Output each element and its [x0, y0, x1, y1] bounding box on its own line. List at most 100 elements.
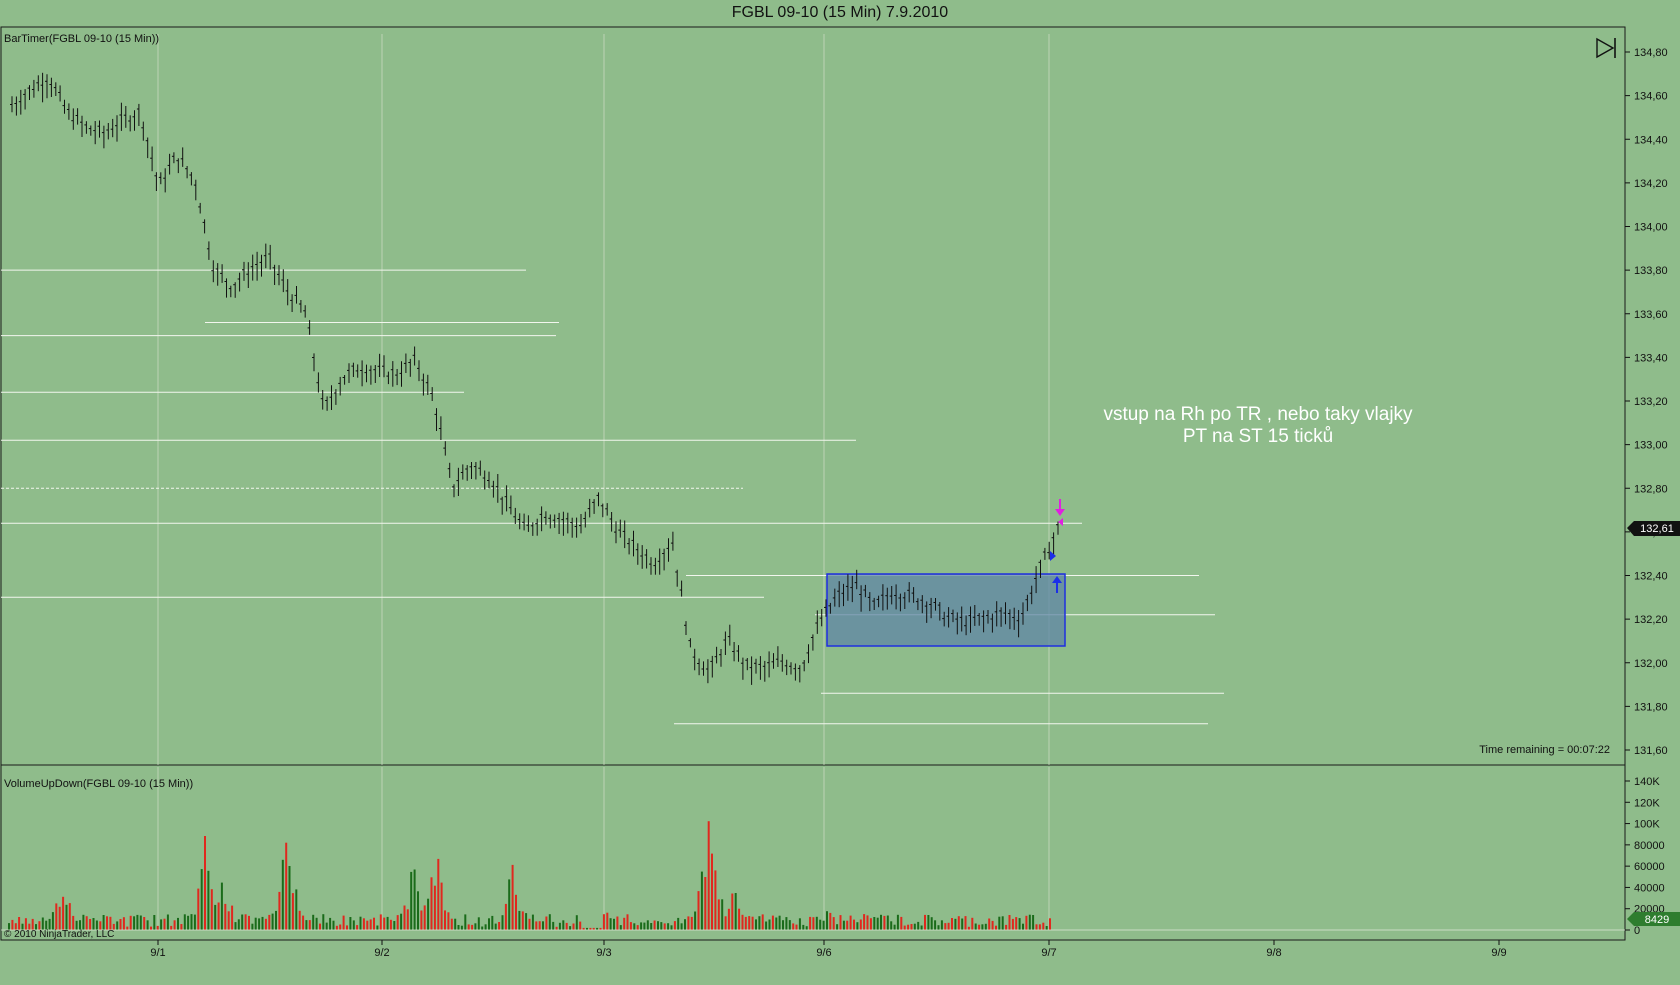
volume-bar-88: [305, 920, 308, 930]
volume-bar-187: [640, 922, 643, 930]
volume-bar-204: [697, 891, 700, 930]
volume-bar-126: [433, 885, 436, 930]
volume-bar-39: [139, 915, 142, 930]
volume-bar-217: [741, 914, 744, 930]
annotation-line-2: PT na ST 15 ticků: [1183, 426, 1333, 447]
time-remaining: Time remaining = 00:07:22: [1479, 744, 1610, 756]
volume-bar-150: [515, 894, 517, 930]
volume-bar-148: [508, 879, 511, 930]
volume-bar-29: [106, 916, 108, 930]
volume-bar-186: [636, 925, 639, 930]
volume-bar-110: [379, 914, 382, 930]
volume-bars: [1, 821, 1625, 931]
price-tick-label-4: 134,00: [1634, 222, 1668, 234]
volume-bar-10: [41, 917, 44, 930]
volume-bar-245: [836, 924, 839, 930]
volume-bar-230: [785, 917, 788, 930]
price-tick-label-7: 133,40: [1634, 352, 1668, 364]
volume-bar-36: [129, 915, 132, 930]
volume-bar-179: [613, 918, 615, 930]
volume-bar-28: [102, 915, 105, 930]
volume-bar-18: [68, 903, 71, 930]
volume-bar-202: [690, 916, 693, 930]
volume-bar-265: [903, 925, 906, 930]
price-tick-label-15: 131,80: [1634, 701, 1668, 713]
volume-bar-156: [535, 921, 538, 930]
volume-bar-99: [342, 915, 345, 930]
volume-bar-281: [957, 916, 960, 930]
volume-bar-30: [109, 916, 112, 930]
volume-bar-34: [122, 917, 125, 930]
volume-bar-78: [271, 913, 274, 930]
volume-bar-297: [1011, 918, 1014, 930]
volume-bar-219: [748, 916, 751, 930]
volume-bar-192: [657, 921, 659, 930]
volume-bar-152: [521, 911, 524, 930]
volume-bar-286: [974, 923, 977, 930]
volume-bar-215: [734, 893, 737, 930]
volume-bar-240: [819, 919, 822, 930]
volume-bar-274: [934, 920, 937, 930]
time-axis: 9/1 9/2 9/3 9/6 9/7 9/8 9/9: [150, 940, 1507, 959]
volume-bar-224: [765, 921, 768, 930]
volume-bar-82: [285, 842, 288, 930]
volume-bar-41: [146, 920, 149, 930]
volume-bar-305: [1038, 924, 1041, 930]
volume-bar-232: [792, 923, 795, 930]
volume-bar-17: [65, 904, 68, 930]
volume-bar-208: [711, 853, 713, 930]
volume-bar-296: [1008, 915, 1011, 930]
volume-panel-frame: [0, 764, 1626, 941]
volume-bar-197: [673, 921, 676, 930]
volume-bar-282: [961, 918, 964, 930]
volume-bar-85: [295, 889, 298, 930]
volume-bar-73: [254, 917, 257, 930]
volume-bar-40: [143, 917, 146, 930]
volume-bar-77: [268, 914, 271, 930]
volume-bar-207: [707, 821, 710, 930]
volume-bar-68: [237, 919, 240, 930]
volume-bar-158: [542, 921, 544, 930]
volume-bar-292: [995, 925, 997, 930]
volume-bar-138: [474, 923, 477, 930]
volume-bar-8: [35, 924, 37, 930]
volume-bar-248: [846, 920, 849, 930]
volume-bar-51: [180, 924, 183, 930]
volume-bar-102: [352, 920, 355, 930]
volume-bar-33: [119, 919, 122, 930]
volume-bar-84: [291, 893, 294, 930]
volume-bar-83: [288, 866, 291, 930]
volume-bar-5: [24, 918, 27, 930]
volume-bar-250: [853, 919, 855, 930]
volume-bar-149: [511, 864, 514, 930]
volume-bar-100: [346, 925, 348, 930]
volume-bar-146: [501, 915, 504, 930]
volume-bar-191: [653, 920, 656, 930]
volume-bar-171: [586, 927, 588, 930]
volume-bar-225: [768, 919, 771, 930]
volume-bar-129: [444, 910, 446, 930]
scroll-to-end-icon[interactable]: [1596, 37, 1616, 59]
volume-bar-125: [430, 877, 433, 930]
volume-bar-81: [281, 859, 284, 930]
volume-bar-177: [606, 912, 609, 930]
volume-bar-114: [393, 921, 396, 930]
volume-bar-136: [467, 924, 470, 930]
volume-bar-153: [525, 913, 528, 930]
volume-bar-133: [457, 925, 460, 930]
volume-bar-308: [1049, 918, 1051, 930]
price-bars: [10, 72, 1059, 685]
volume-bar-267: [910, 924, 913, 930]
time-tick-label-6: 9/9: [1491, 947, 1506, 959]
price-levels: [1, 269, 1224, 725]
volume-bar-96: [332, 920, 335, 930]
volume-bar-90: [312, 914, 315, 930]
volume-bar-203: [694, 911, 697, 930]
volume-bar-89: [308, 920, 311, 930]
volume-bar-38: [136, 914, 139, 930]
time-tick-label-5: 9/8: [1266, 947, 1281, 959]
volume-bar-118: [406, 909, 409, 930]
volume-bar-53: [187, 915, 190, 930]
volume-bar-4: [21, 923, 24, 930]
